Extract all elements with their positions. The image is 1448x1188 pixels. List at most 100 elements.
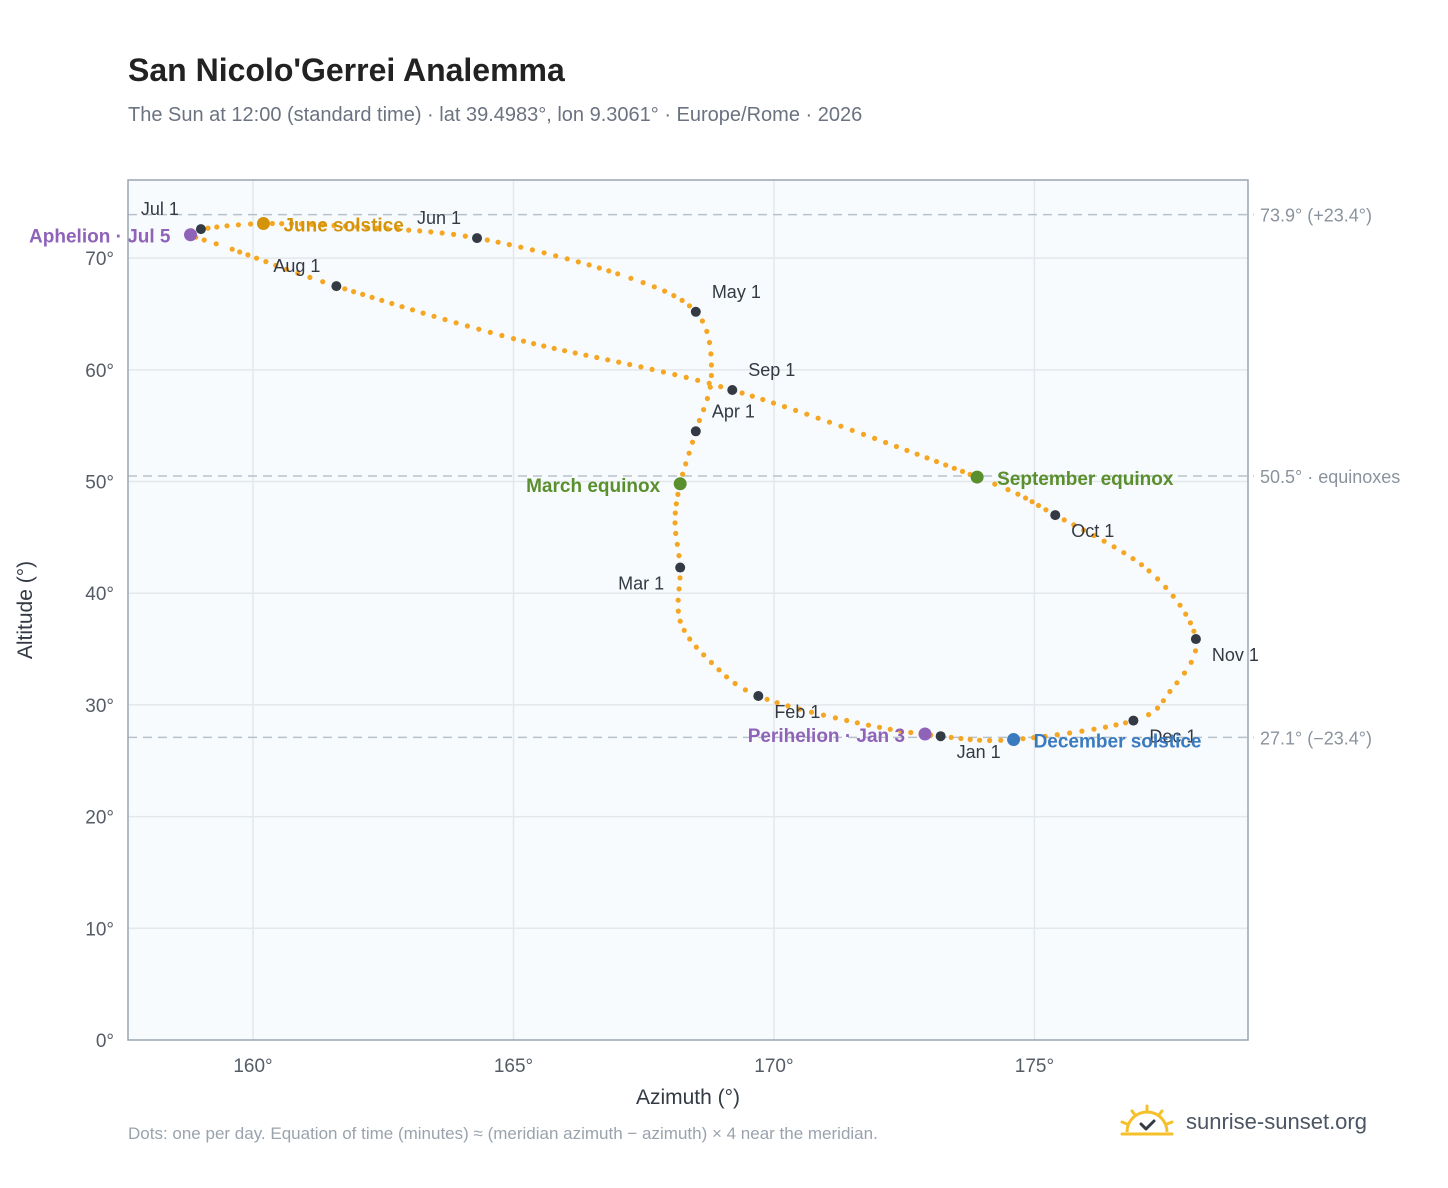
- day-dot: [708, 351, 714, 357]
- day-dot: [675, 491, 681, 497]
- day-dot: [672, 520, 678, 526]
- day-dot: [1020, 736, 1026, 742]
- day-dot: [675, 597, 681, 603]
- plot-frame: [127, 179, 1249, 1041]
- brand-name[interactable]: sunrise-sunset.org: [1186, 1109, 1367, 1134]
- day-dot: [696, 417, 703, 424]
- day-dot: [676, 553, 682, 559]
- month-marker-label: Jan 1: [957, 742, 1001, 762]
- day-dot: [672, 372, 678, 378]
- month-marker-dot: [472, 233, 483, 244]
- day-dot: [354, 224, 360, 230]
- month-marker-label: Apr 1: [712, 401, 755, 421]
- day-dot: [1029, 499, 1035, 505]
- grid-lines: [128, 180, 1248, 1040]
- day-dot: [309, 221, 315, 227]
- y-axis-label: Altitude (°): [14, 561, 37, 659]
- day-dot: [908, 729, 914, 736]
- day-dot: [510, 336, 517, 342]
- day-dot: [420, 310, 426, 316]
- event-marker-label: Perihelion · Jan 3: [748, 726, 905, 747]
- day-dot: [675, 608, 681, 614]
- day-dot: [279, 221, 285, 227]
- day-dot: [320, 279, 326, 285]
- day-dot: [640, 280, 646, 286]
- day-dot: [1163, 584, 1169, 591]
- day-dot: [914, 451, 920, 457]
- month-marker-label: Feb 1: [774, 702, 820, 722]
- brand[interactable]: sunrise-sunset.org: [1120, 1104, 1367, 1140]
- day-dot: [898, 728, 904, 734]
- y-tick-label: 0°: [96, 1031, 114, 1052]
- day-dot: [1187, 620, 1193, 626]
- day-dot: [616, 359, 622, 365]
- day-dot: [679, 297, 685, 303]
- day-dot: [605, 357, 611, 363]
- day-dot: [699, 318, 706, 324]
- x-tick-label: 165°: [494, 1056, 533, 1077]
- day-dot: [379, 297, 385, 303]
- day-dot: [369, 294, 375, 300]
- day-dot: [732, 680, 738, 687]
- chart-title: San Nicolo'Gerrei Analemma: [128, 52, 565, 88]
- day-dot: [263, 259, 269, 265]
- month-marker-dot: [331, 281, 342, 292]
- day-dot: [586, 262, 592, 268]
- day-dot: [417, 228, 423, 234]
- day-dot: [235, 222, 241, 228]
- day-dot: [815, 415, 821, 421]
- day-dot: [764, 696, 770, 702]
- reference-line-label: 27.1° (−23.4°): [1260, 728, 1372, 748]
- month-marker-dot: [727, 384, 738, 395]
- day-dot: [686, 450, 692, 456]
- analemma-curve: [185, 220, 1199, 744]
- day-dot: [701, 407, 707, 413]
- day-dot: [562, 348, 568, 354]
- day-dot: [213, 241, 219, 247]
- day-dot: [1177, 602, 1183, 608]
- day-dot: [462, 233, 468, 239]
- day-dot: [672, 510, 678, 516]
- day-dot: [662, 288, 668, 294]
- day-dot: [1079, 728, 1085, 734]
- day-dot: [409, 307, 416, 313]
- day-dot: [977, 737, 983, 743]
- day-dot: [924, 455, 930, 461]
- day-dot: [295, 270, 301, 276]
- day-dot: [1188, 659, 1194, 665]
- month-marker-dot: [675, 562, 686, 573]
- day-dot: [1035, 502, 1042, 509]
- day-dot: [1111, 544, 1117, 550]
- day-dot: [992, 481, 998, 487]
- day-dot: [1146, 712, 1152, 718]
- day-dot: [967, 736, 973, 743]
- day-dot: [476, 326, 482, 332]
- day-dot: [774, 700, 780, 706]
- day-dot: [673, 530, 679, 537]
- day-dot: [674, 541, 680, 547]
- day-dot: [464, 323, 470, 329]
- day-dot: [683, 461, 689, 467]
- day-dot: [583, 352, 589, 358]
- day-dot: [229, 246, 235, 252]
- day-dot: [360, 291, 366, 297]
- day-dot: [677, 618, 683, 624]
- day-dot: [804, 411, 810, 417]
- day-dot: [518, 244, 524, 250]
- day-dot: [364, 224, 370, 231]
- day-dot: [1130, 556, 1136, 562]
- day-dot: [724, 674, 730, 680]
- day-dot: [541, 250, 547, 256]
- day-dot: [1091, 726, 1097, 732]
- day-dot: [205, 225, 211, 231]
- y-tick-label: 20°: [85, 808, 114, 829]
- day-dot: [389, 300, 395, 307]
- day-dot: [1181, 670, 1188, 676]
- day-dot: [770, 400, 777, 406]
- x-tick-label: 175°: [1015, 1056, 1054, 1077]
- day-dot: [701, 652, 707, 658]
- day-dot: [820, 712, 827, 718]
- month-marker-label: Dec 1: [1149, 727, 1196, 747]
- plot-background: [128, 180, 1248, 1040]
